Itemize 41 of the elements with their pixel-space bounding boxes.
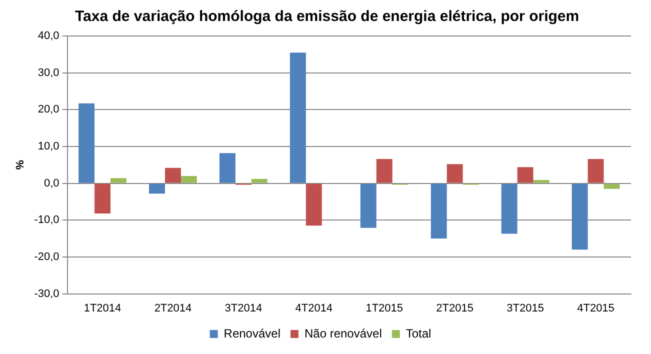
x-tick-label: 2T2014: [154, 302, 192, 314]
x-tick-label: 2T2015: [436, 302, 474, 314]
x-tick-label: 1T2015: [366, 302, 404, 314]
bar: [604, 184, 620, 189]
bar: [501, 184, 518, 234]
y-tick-label: 20,0: [38, 104, 60, 116]
y-axis-title: %: [14, 160, 27, 170]
x-tick-label: 4T2015: [577, 302, 614, 314]
bar: [517, 167, 534, 183]
bar: [376, 159, 392, 183]
bar: [572, 184, 588, 250]
bar: [251, 178, 268, 183]
legend-label: Total: [406, 326, 432, 340]
legend-label: Não renovável: [304, 326, 382, 340]
bar: [110, 178, 126, 183]
bar: [149, 184, 165, 194]
bar: [78, 103, 95, 183]
y-tick-label: 10,0: [38, 140, 60, 153]
chart-title: Taxa de variação homóloga da emissão de energia elétrica, por origem: [75, 8, 580, 25]
bar: [533, 180, 550, 183]
y-tick-label: 40,0: [38, 30, 60, 42]
y-tick-label: 0,0: [44, 177, 60, 190]
bar: [360, 184, 376, 228]
y-tick-label: -20,0: [34, 251, 60, 264]
bar: [588, 159, 604, 183]
x-tick-label: 4T2014: [295, 302, 333, 314]
bar: [446, 164, 463, 183]
y-tick-label: -30,0: [34, 288, 60, 300]
y-tick-label: -10,0: [34, 214, 60, 226]
x-tick-label: 3T2015: [506, 302, 544, 314]
bar: [164, 168, 181, 183]
bar: [180, 176, 197, 183]
bar: [219, 153, 236, 183]
x-tick-label: 3T2014: [224, 302, 262, 314]
legend-label: Renovável: [224, 326, 280, 340]
bar: [290, 52, 306, 183]
x-tick-label: 1T2014: [84, 302, 122, 314]
y-tick-label: 30,0: [38, 66, 60, 79]
bar: [306, 184, 322, 226]
bar: [94, 184, 110, 214]
bar: [430, 184, 447, 239]
